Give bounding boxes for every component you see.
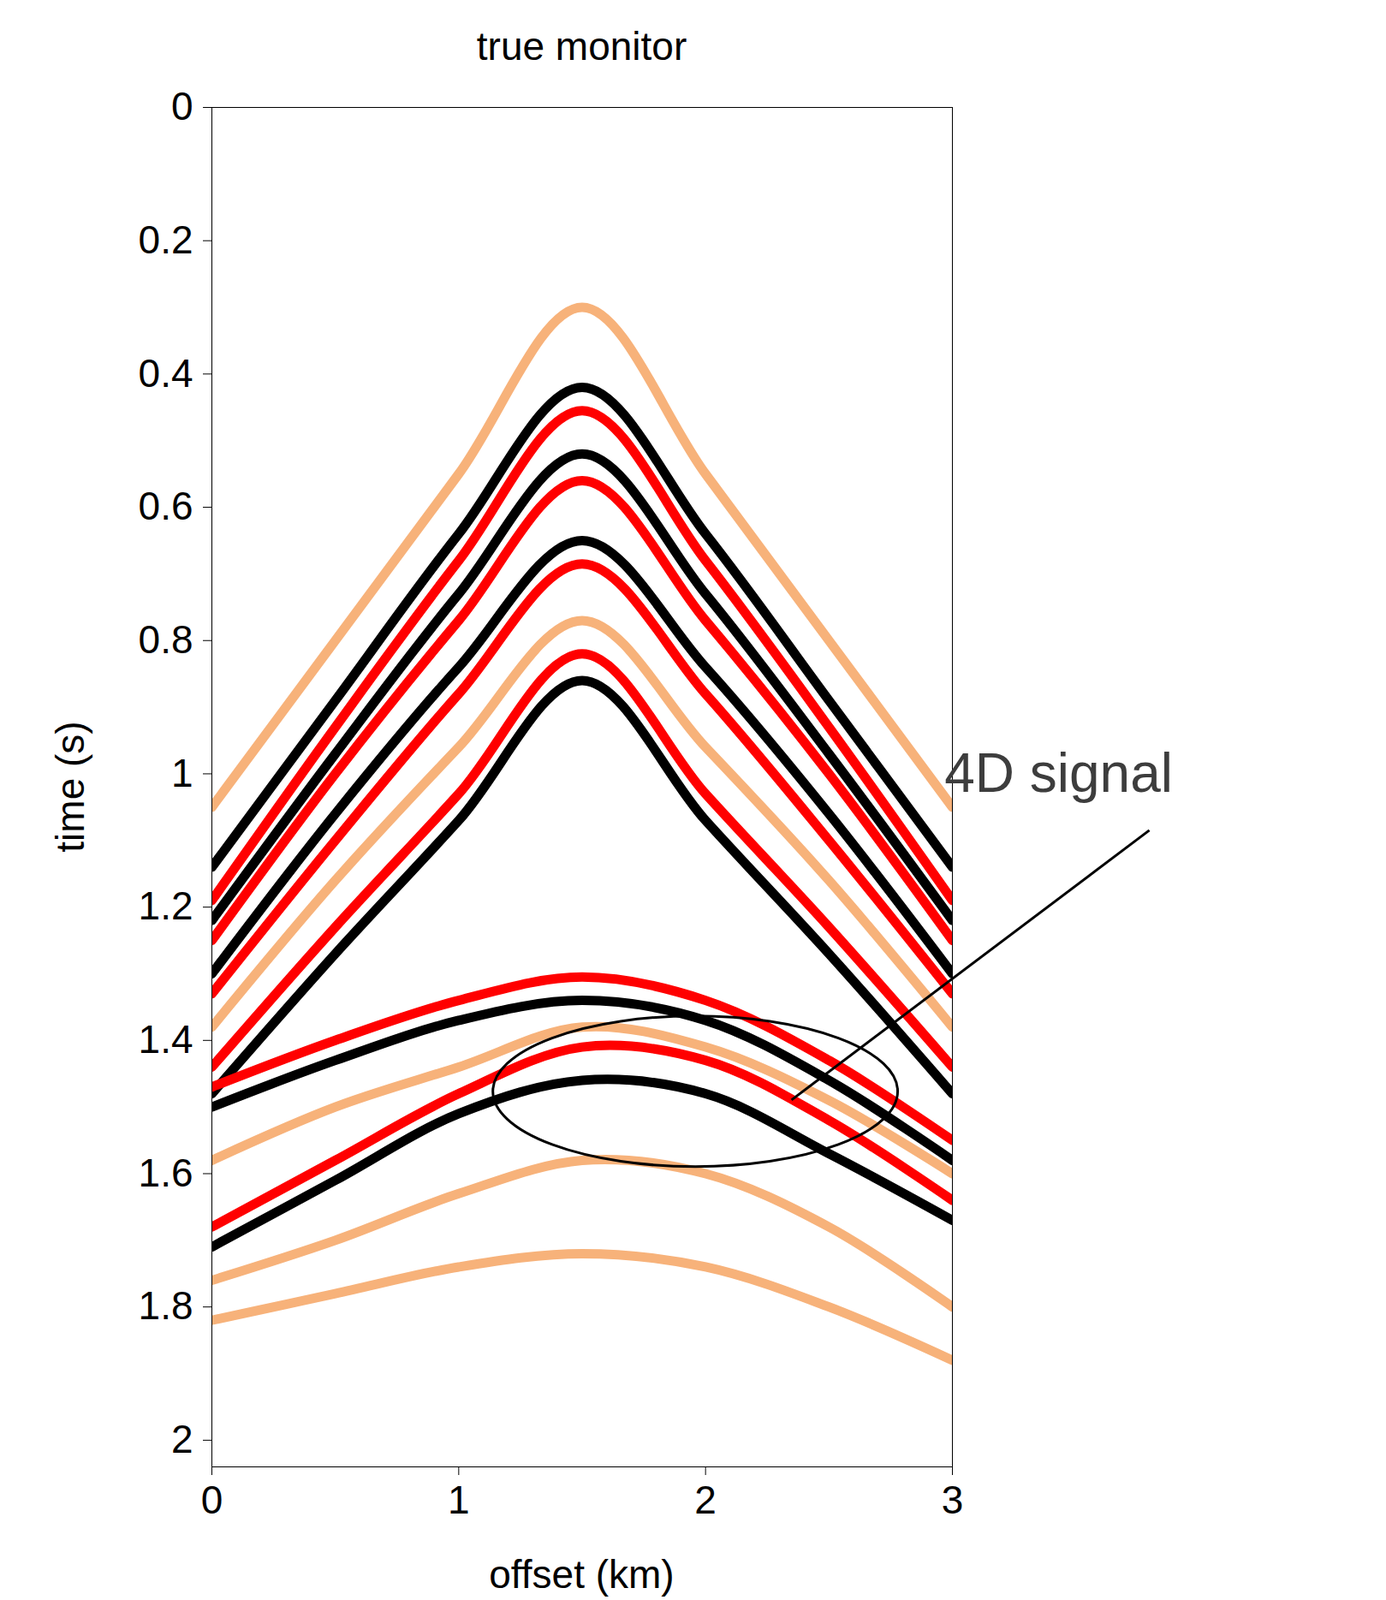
svg-text:0.4: 0.4 (138, 350, 194, 396)
svg-text:0.6: 0.6 (138, 483, 194, 529)
svg-text:true monitor: true monitor (476, 23, 687, 69)
svg-text:1.4: 1.4 (138, 1017, 194, 1062)
svg-text:1: 1 (171, 750, 194, 796)
svg-text:0: 0 (201, 1477, 224, 1523)
svg-text:1.2: 1.2 (138, 883, 194, 928)
svg-text:2: 2 (171, 1416, 194, 1462)
svg-text:0.8: 0.8 (138, 617, 194, 662)
svg-text:1.8: 1.8 (138, 1283, 194, 1328)
svg-text:0: 0 (171, 83, 194, 129)
svg-text:4D signal: 4D signal (944, 742, 1173, 804)
svg-text:0.2: 0.2 (138, 217, 194, 262)
svg-text:2: 2 (694, 1477, 717, 1523)
svg-text:1: 1 (447, 1477, 470, 1523)
svg-text:offset (km): offset (km) (488, 1552, 674, 1597)
svg-text:3: 3 (941, 1477, 964, 1523)
svg-text:1.6: 1.6 (138, 1150, 194, 1196)
svg-text:time (s): time (s) (47, 720, 93, 852)
